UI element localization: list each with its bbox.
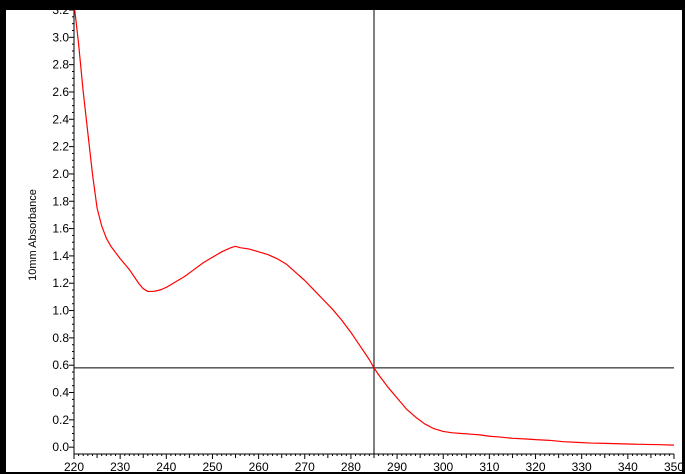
y-tick-label: 2.6 (52, 85, 69, 99)
y-tick-label: 1.4 (52, 249, 69, 263)
absorbance-series-line (74, 10, 674, 446)
y-tick-label: 0.2 (52, 413, 69, 427)
y-tick-label: 2.0 (52, 167, 69, 181)
y-tick-label: 1.6 (52, 222, 69, 236)
x-tick-label: 240 (156, 460, 176, 472)
y-tick-label: 2.8 (52, 58, 69, 72)
y-tick-label: 0.4 (52, 386, 69, 400)
y-tick-label: 3.2 (52, 10, 69, 17)
y-tick-label: 1.8 (52, 194, 69, 208)
y-tick-label: 0.8 (52, 331, 69, 345)
y-tick-label: 1.2 (52, 276, 69, 290)
y-tick-label: 3.0 (52, 30, 69, 44)
x-tick-label: 270 (295, 460, 315, 472)
x-tick-label: 230 (110, 460, 130, 472)
x-tick-label: 340 (618, 460, 638, 472)
x-tick-label: 320 (526, 460, 546, 472)
y-axis-title: 10mm Absorbance (27, 189, 39, 281)
x-tick-label: 250 (202, 460, 222, 472)
y-tick-label: 2.2 (52, 140, 69, 154)
x-tick-label: 220 (64, 460, 84, 472)
plot-frame: 220 230 240 250 260 270 280 290 300 310 320 330 340 3… (6, 10, 682, 472)
y-tick-label: 0.6 (52, 358, 69, 372)
x-tick-label: 280 (341, 460, 361, 472)
chart-svg: 220 230 240 250 260 270 280 290 300 310 320 330 340 3… (27, 10, 682, 472)
y-tick-label: 1.0 (52, 304, 69, 318)
x-tick-label: 330 (572, 460, 592, 472)
y-tick-label: 2.4 (52, 112, 69, 126)
x-tick-label: 290 (387, 460, 407, 472)
x-tick-label: 350 (664, 460, 682, 472)
x-tick-label: 260 (249, 460, 269, 472)
x-tick-label: 300 (433, 460, 453, 472)
y-tick-label: 0.0 (52, 440, 69, 454)
x-tick-label: 310 (479, 460, 499, 472)
